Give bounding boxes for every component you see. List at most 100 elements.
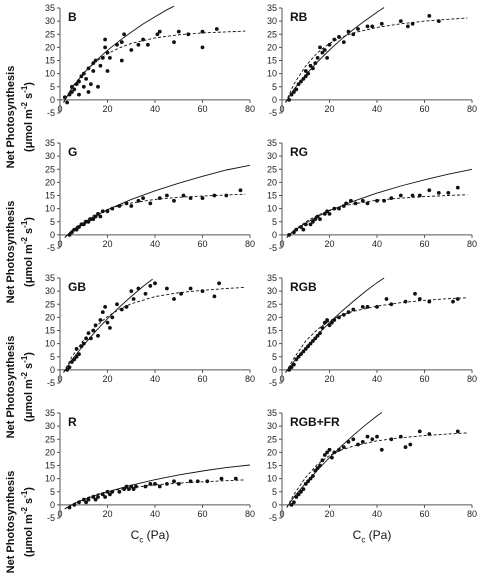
- data-point: [330, 455, 334, 460]
- y-tick-label: 35: [45, 3, 55, 13]
- y-tick-label: 20: [267, 447, 277, 457]
- y-tick-label: 25: [267, 29, 277, 39]
- data-point: [410, 21, 415, 26]
- data-point: [325, 450, 329, 455]
- x-tick-label: 40: [372, 509, 382, 519]
- y-tick-label: 15: [45, 191, 55, 201]
- data-point: [141, 37, 146, 42]
- y-tick-label: 25: [45, 299, 55, 309]
- data-point: [86, 219, 91, 224]
- data-point: [294, 495, 299, 499]
- data-point: [212, 193, 217, 198]
- y-axis-label-row-4: Net Photosynthesis (μmol m-2 s-1): [5, 470, 35, 574]
- data-point: [318, 217, 322, 222]
- y-tick-label: 15: [45, 56, 55, 66]
- data-point: [153, 482, 157, 486]
- x-tick-label: 80: [467, 374, 477, 384]
- x-tick-label: 20: [324, 509, 334, 519]
- data-point: [96, 212, 100, 216]
- data-point: [346, 440, 351, 444]
- data-point: [105, 69, 110, 73]
- data-point: [451, 299, 455, 304]
- data-point: [100, 492, 105, 497]
- y-tick-label: 25: [45, 434, 55, 444]
- data-point: [157, 484, 162, 489]
- data-point: [110, 206, 115, 211]
- data-point: [67, 505, 72, 510]
- y-tick-label: 20: [45, 42, 55, 52]
- y-tick-label: 0: [272, 95, 277, 105]
- data-point: [179, 291, 184, 296]
- data-point: [238, 188, 243, 193]
- data-point: [417, 297, 422, 301]
- x-tick-label: 40: [372, 374, 382, 384]
- data-point: [72, 503, 77, 507]
- data-point: [455, 429, 460, 434]
- data-point: [389, 437, 394, 442]
- x-tick-label: 80: [245, 509, 255, 519]
- data-point: [108, 326, 112, 330]
- y-tick-label: 35: [45, 408, 55, 418]
- data-point: [318, 331, 322, 335]
- y-tick-label: 0: [50, 500, 55, 510]
- data-point: [332, 206, 337, 211]
- data-point: [303, 482, 308, 486]
- x-tick-label: 60: [197, 104, 207, 114]
- data-point: [131, 297, 136, 301]
- data-point: [351, 32, 356, 37]
- data-point: [100, 310, 105, 314]
- y-tick-label: 0: [272, 365, 277, 375]
- y-tick-label: 30: [267, 151, 277, 161]
- data-point: [157, 196, 162, 201]
- y-tick-label: 35: [45, 138, 55, 148]
- data-point: [294, 227, 299, 232]
- data-point: [70, 360, 74, 364]
- y-tick-label: -5: [269, 108, 277, 118]
- data-point: [299, 352, 303, 356]
- x-tick-label: 80: [467, 104, 477, 114]
- data-point: [91, 69, 96, 73]
- data-point: [110, 315, 115, 320]
- data-point: [313, 61, 318, 65]
- data-point: [330, 320, 334, 325]
- data-point: [382, 198, 386, 203]
- data-point: [143, 484, 148, 489]
- data-point: [86, 497, 91, 502]
- data-point: [108, 56, 112, 60]
- data-point: [337, 206, 341, 211]
- data-point: [313, 468, 318, 473]
- data-point: [81, 84, 86, 89]
- data-point: [370, 437, 375, 442]
- fit-curve-solid: [64, 164, 251, 238]
- data-point: [141, 196, 146, 201]
- data-point: [93, 497, 98, 502]
- y-tick-label: -5: [269, 243, 277, 253]
- data-point: [292, 362, 296, 367]
- data-point: [172, 198, 176, 203]
- x-tick-label: 80: [245, 104, 255, 114]
- y-tick-label: 35: [267, 138, 277, 148]
- data-point: [320, 326, 325, 330]
- data-point: [292, 230, 296, 235]
- data-point: [318, 463, 322, 468]
- data-point: [403, 299, 408, 304]
- data-point: [124, 484, 129, 489]
- data-point: [165, 482, 169, 486]
- panel-label: RG: [290, 145, 308, 159]
- data-point: [320, 50, 325, 55]
- data-point: [67, 233, 72, 237]
- data-point: [119, 307, 124, 312]
- y-axis-label-row-2: Net Photosynthesis (μmol m-2 s-1): [5, 200, 35, 304]
- fit-curve-dashed: [63, 30, 246, 103]
- data-point: [327, 212, 332, 216]
- data-point: [296, 82, 301, 86]
- y-tick-label: -5: [47, 108, 55, 118]
- panel-label: R: [68, 415, 77, 429]
- data-point: [129, 48, 134, 52]
- data-point: [195, 479, 200, 484]
- data-point: [292, 500, 296, 505]
